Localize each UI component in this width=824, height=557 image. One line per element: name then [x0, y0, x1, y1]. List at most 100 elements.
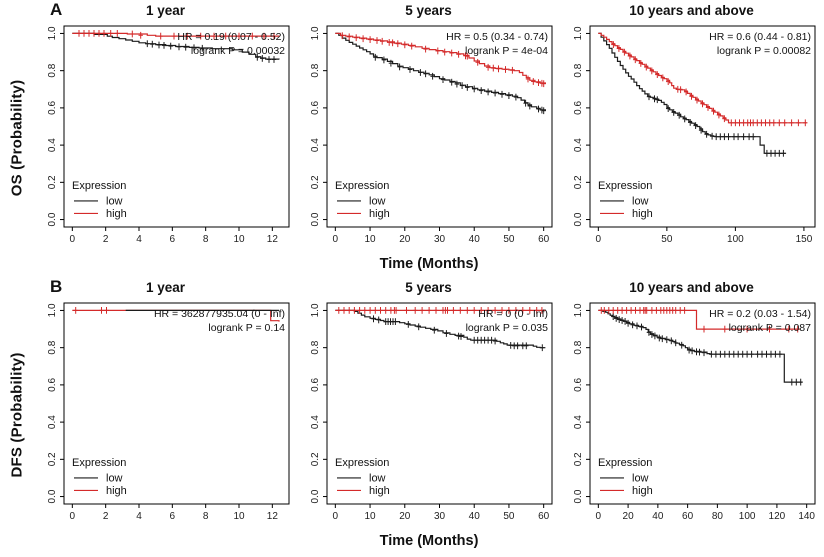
x-tick-label: 20	[623, 511, 635, 522]
x-tick-label: 0	[596, 511, 602, 522]
panel-letter-b: B	[50, 277, 63, 296]
x-tick-label: 60	[538, 511, 550, 522]
censor-ticks-low	[371, 315, 545, 352]
legend-title: Expression	[72, 457, 126, 469]
x-tick-label: 60	[682, 511, 694, 522]
km-panel-dfs-1year: 1 year 0 2 4 6 8 10 12 0.0 0.2 0.4 0.6 0.8 1.0 HR = 3…	[34, 277, 297, 530]
x-tick-label: 50	[503, 511, 515, 522]
x-tick-label: 2	[103, 511, 109, 522]
annotation-hr: HR = 0 (0 - Inf)	[478, 308, 548, 320]
legend-label-low: low	[369, 472, 386, 484]
y-tick-label: 0.8	[47, 340, 58, 354]
censor-ticks-low	[611, 313, 803, 386]
y-tick-label: 0.0	[310, 212, 321, 226]
dfs-axis-label: DFS (Probability)	[8, 352, 26, 478]
y-tick-label: 0.0	[310, 489, 321, 503]
annotation-hr: HR = 0.19 (0.07 - 0.52)	[177, 31, 285, 43]
panel-letter-a: A	[50, 0, 63, 19]
x-tick-label: 40	[652, 511, 664, 522]
plot-border	[589, 25, 816, 228]
y-tick-label: 0.2	[310, 452, 321, 466]
y-tick-label: 0.2	[47, 175, 58, 189]
x-tick-label: 100	[739, 511, 756, 522]
km-plot-svg: 0 2 4 6 8 10 12 0.0 0.2 0.4 0.6 0.8 1.0 HR = 36287793…	[47, 302, 290, 522]
annotation-hr: HR = 0.6 (0.44 - 0.81)	[709, 31, 811, 43]
x-tick-label: 0	[333, 511, 339, 522]
time-axis-label-os: Time (Months)	[379, 256, 479, 272]
y-tick-label: 0.6	[47, 378, 58, 392]
x-tick-label: 40	[469, 511, 481, 522]
x-tick-label: 10	[364, 234, 376, 245]
censor-ticks-high	[73, 307, 109, 314]
y-tick-label: 0.2	[310, 175, 321, 189]
panel-title: 1 year	[145, 3, 186, 18]
panel-title: 10 years and above	[629, 3, 754, 18]
y-tick-label: 0.4	[310, 138, 321, 152]
legend-label-high: high	[632, 485, 653, 497]
time-axis-label-dfs: Time (Months)	[379, 533, 479, 549]
panel-title: 5 years	[405, 3, 452, 18]
censor-ticks-high	[340, 32, 546, 88]
y-tick-label: 0.0	[573, 212, 584, 226]
y-tick-label: 0.4	[573, 138, 584, 152]
y-tick-label: 1.0	[310, 26, 321, 40]
y-tick-label: 0.6	[310, 378, 321, 392]
censor-ticks-low	[373, 53, 546, 115]
x-tick-label: 150	[796, 234, 813, 245]
plot-border	[63, 302, 290, 505]
x-tick-label: 10	[233, 234, 245, 245]
x-tick-label: 0	[70, 234, 76, 245]
x-tick-label: 8	[203, 234, 209, 245]
legend-label-low: low	[632, 472, 649, 484]
x-tick-label: 30	[434, 234, 446, 245]
legend-title: Expression	[335, 180, 389, 192]
x-tick-label: 40	[469, 234, 481, 245]
annotation-logrank: logrank P = 0.035	[466, 322, 549, 334]
y-tick-label: 1.0	[47, 26, 58, 40]
os-ylabel-column: OS (Probability)	[0, 0, 34, 253]
annotation-logrank: logrank P = 0.087	[729, 322, 812, 334]
y-tick-label: 1.0	[47, 303, 58, 317]
censor-ticks-high	[611, 41, 808, 127]
km-curve-high	[335, 32, 546, 84]
censor-ticks-high	[336, 307, 545, 314]
row-os: A OS (Probability) 1 year 0 2 4 6 8 10 12 0.0 0.…	[0, 0, 824, 253]
x-tick-label: 0	[596, 234, 602, 245]
legend-label-low: low	[632, 195, 649, 207]
panel-title: 1 year	[145, 280, 186, 295]
x-tick-label: 10	[364, 511, 376, 522]
censor-ticks-high	[599, 307, 800, 333]
x-tick-label: 0	[70, 511, 76, 522]
x-tick-label: 6	[170, 234, 176, 245]
km-curve-low	[335, 309, 546, 349]
x-tick-label: 100	[727, 234, 744, 245]
x-tick-label: 80	[712, 511, 724, 522]
x-tick-label: 50	[503, 234, 515, 245]
censor-ticks-low	[145, 40, 277, 63]
x-tick-label: 12	[267, 234, 279, 245]
y-tick-label: 0.6	[47, 101, 58, 115]
km-panel-os-5years: 5 years 0 10 20 30 40 50 60 0.0 0.2 0.4 0.6 0.8 1.0 H…	[297, 0, 560, 253]
legend-label-high: high	[369, 485, 390, 497]
y-tick-label: 0.2	[573, 452, 584, 466]
legend-label-low: low	[369, 195, 386, 207]
x-tick-label: 4	[136, 234, 142, 245]
legend-title: Expression	[598, 457, 652, 469]
annotation-hr: HR = 0.5 (0.34 - 0.74)	[446, 31, 548, 43]
y-tick-label: 0.4	[573, 415, 584, 429]
x-tick-label: 20	[399, 511, 411, 522]
y-tick-label: 0.0	[47, 489, 58, 503]
y-tick-label: 0.2	[573, 175, 584, 189]
km-panel-dfs-5years: 5 years 0 10 20 30 40 50 60 0.0 0.2 0.4 0.6 0.8 1.0 H…	[297, 277, 560, 530]
y-tick-label: 0.6	[573, 378, 584, 392]
y-tick-label: 0.8	[573, 63, 584, 77]
y-tick-label: 0.0	[47, 212, 58, 226]
panel-title: 10 years and above	[629, 280, 754, 295]
legend-label-high: high	[632, 208, 653, 220]
y-tick-label: 0.4	[47, 138, 58, 152]
x-tick-label: 2	[103, 234, 109, 245]
legend-title: Expression	[335, 457, 389, 469]
y-tick-label: 0.8	[573, 340, 584, 354]
legend-title: Expression	[598, 180, 652, 192]
